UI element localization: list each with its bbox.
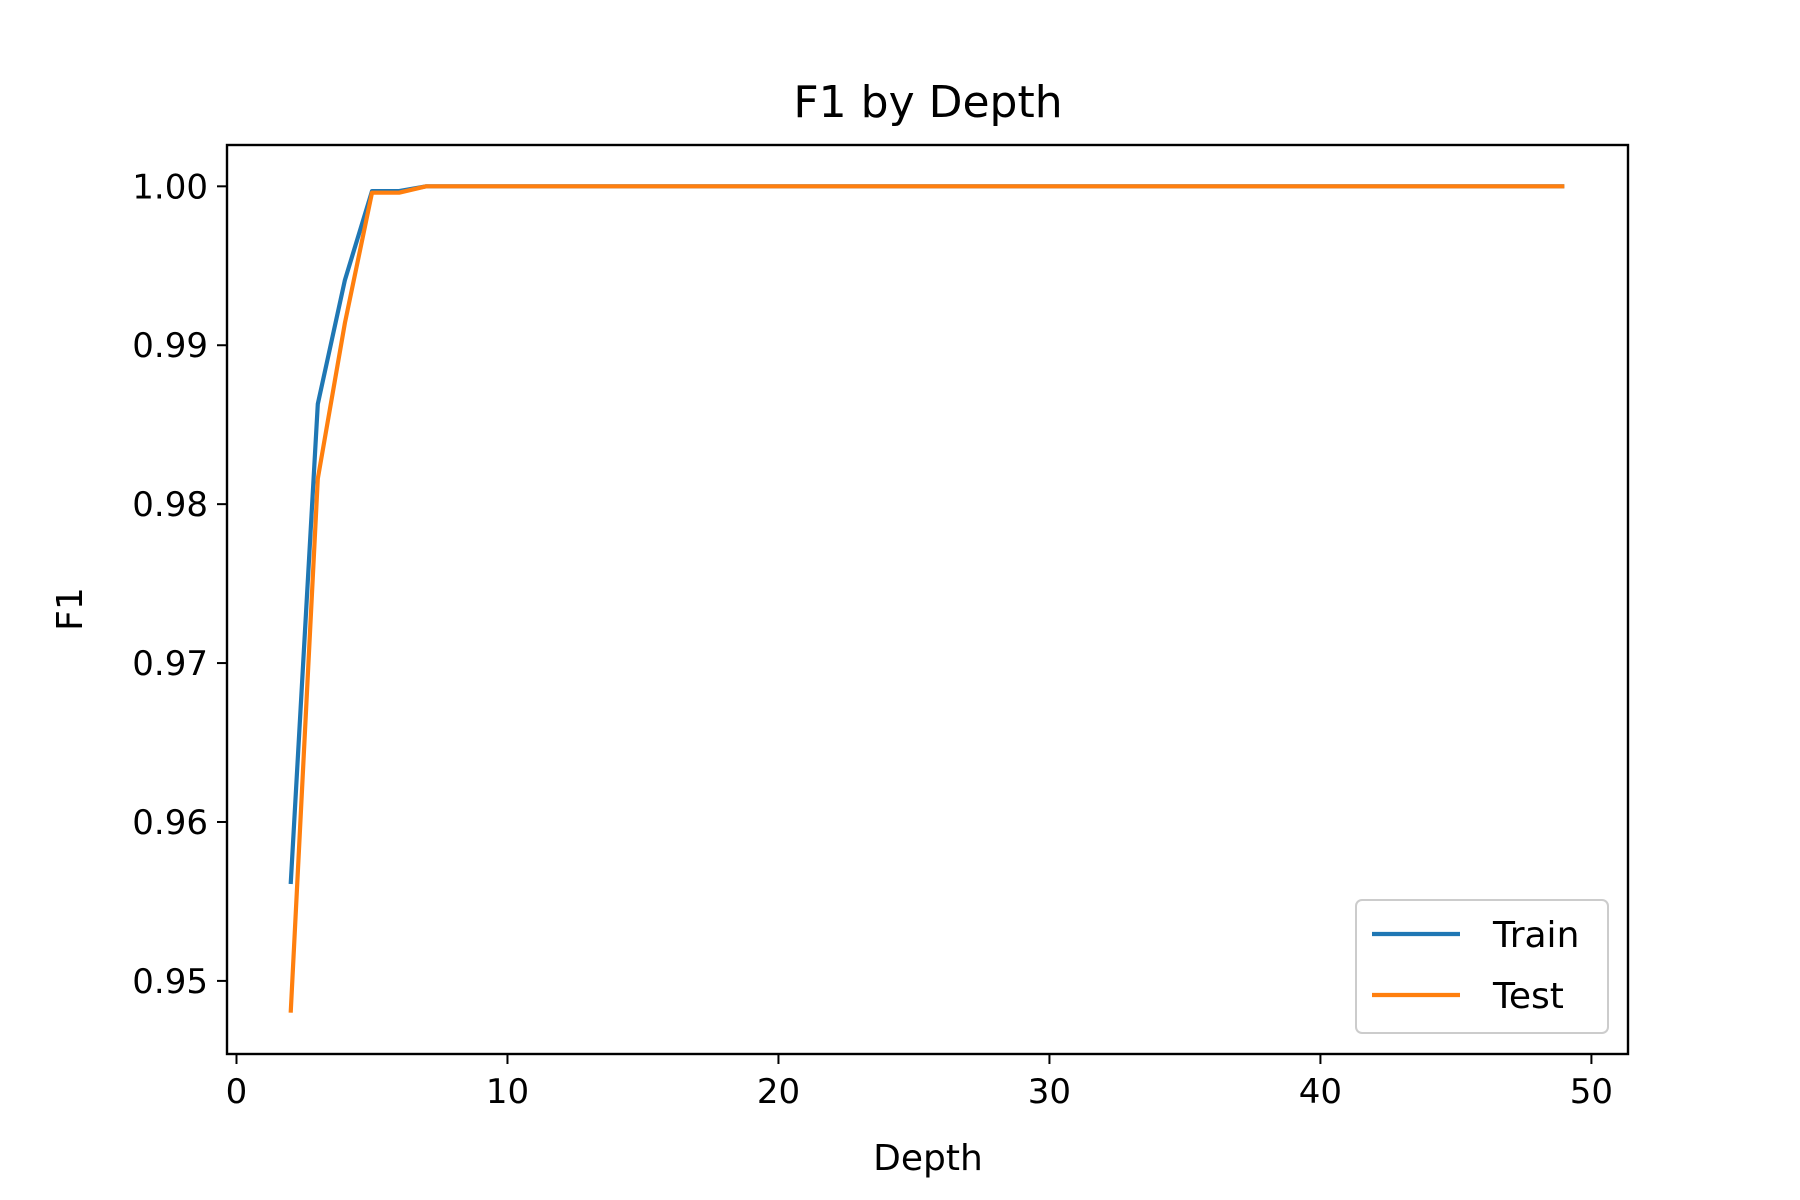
x-tick-label: 10 <box>486 1072 529 1112</box>
legend-label-train: Train <box>1492 915 1579 956</box>
y-axis-ticks: 0.95 0.96 0.97 0.98 0.99 1.00 <box>132 167 227 1002</box>
series-line-test <box>288 184 1565 1013</box>
x-tick-label: 20 <box>757 1072 800 1112</box>
x-axis-label: Depth <box>873 1138 983 1179</box>
x-tick-label: 50 <box>1570 1072 1613 1112</box>
axes-frame <box>225 143 1630 1056</box>
x-axis-ticks: 0 10 20 30 40 50 <box>226 1054 1613 1112</box>
y-tick-label: 0.96 <box>132 803 208 843</box>
x-tick-label: 0 <box>226 1072 248 1112</box>
legend: Train Test <box>1355 899 1609 1034</box>
y-tick-label: 0.95 <box>132 962 208 1002</box>
y-tick-label: 0.99 <box>132 326 208 366</box>
series-lines <box>288 184 1565 1013</box>
legend-label-test: Test <box>1492 976 1564 1017</box>
x-tick-label: 30 <box>1028 1072 1071 1112</box>
y-tick-label: 0.98 <box>132 485 208 525</box>
y-tick-label: 1.00 <box>132 167 208 207</box>
chart-title: F1 by Depth <box>793 77 1062 128</box>
x-tick-label: 40 <box>1299 1072 1342 1112</box>
y-tick-label: 0.97 <box>132 644 208 684</box>
y-axis-label: F1 <box>50 587 91 631</box>
